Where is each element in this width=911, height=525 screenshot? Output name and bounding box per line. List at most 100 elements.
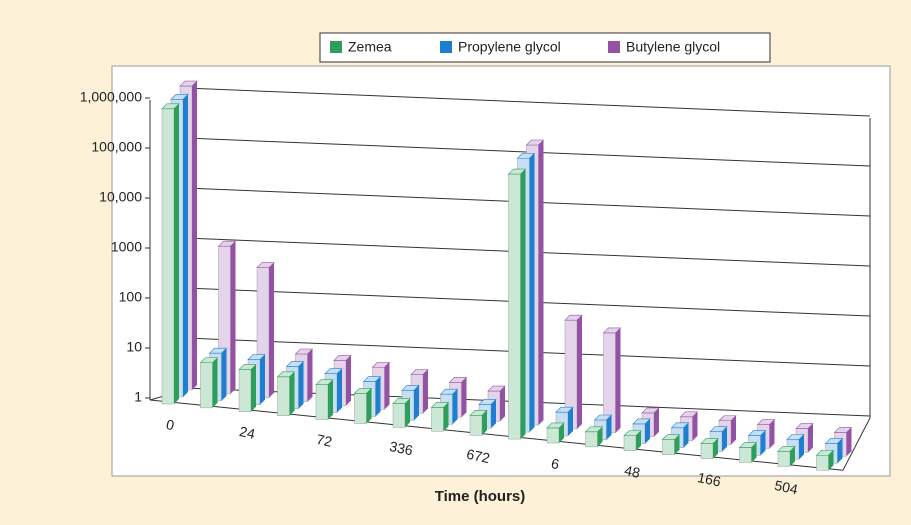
bar-front [277,376,290,416]
bar-top [333,355,352,361]
x-tick-label: 6 [550,455,561,472]
bar-top [199,357,219,364]
bar-top [256,262,275,268]
bar-top [516,152,536,159]
bar [623,430,642,452]
bar-side [269,262,274,398]
bar-top [632,418,651,425]
bar-side [405,398,410,428]
bar-front [315,384,329,420]
bar-side [192,81,197,390]
bar-top [276,371,296,378]
bar-side [808,423,813,453]
bar-side [366,388,372,424]
legend-box [319,32,771,63]
bar [199,357,219,409]
bar-side [636,430,641,451]
bar-top [700,438,719,444]
bar-front [546,427,560,444]
bar-top [401,384,420,391]
bar-top [315,379,334,385]
bar [564,314,583,430]
bar [738,442,758,463]
bar-top [815,449,835,456]
bar [469,410,488,436]
bar-side [837,438,843,464]
bar-front [200,362,213,409]
x-axis [149,399,844,471]
bar-front [585,431,598,448]
legend-swatch [330,41,342,53]
bar-top [469,410,488,416]
bar-side [559,422,564,443]
bar [777,446,796,467]
bar-side [529,153,535,433]
bar-top [430,402,450,408]
bar-side [461,377,467,418]
bar-top [161,103,180,110]
bar-top [679,411,699,418]
x-tick-label: 336 [388,438,414,459]
bar-top [641,407,660,414]
bar-side [846,427,852,457]
bar-side [568,407,573,436]
bar-top [709,426,728,433]
bar-side [337,368,342,413]
x-axis-title: Time (hours) [435,488,526,505]
bar-top [661,434,681,440]
bar-top [217,240,237,247]
bar-side [577,315,582,429]
x-tick-label: 24 [238,423,257,442]
bar-side [799,434,804,460]
bar-top [525,139,545,146]
bar-front [354,393,367,424]
bar-front [431,407,444,432]
y-tick-label: 1000 [111,239,142,255]
bar-front [238,369,252,413]
bar-top [777,446,796,452]
y-tick-label: 1,000,000 [80,89,142,105]
bar-top [439,388,459,395]
bar [276,371,296,416]
y-tick-label: 100 [119,289,143,305]
legend-swatch [608,41,620,53]
bar-top [478,399,497,405]
bar-top [410,369,429,375]
bar-side [597,426,603,447]
bar-top [546,422,565,429]
bar-side [491,399,496,429]
bar-top [179,80,198,87]
bar-side [414,385,419,421]
y-tick-label: 10,000 [99,189,142,205]
bar [315,379,334,420]
bar-top [353,388,373,394]
bar [507,168,527,440]
bar-side [221,348,227,401]
bar [430,402,450,432]
bar-front [777,451,791,467]
bar-side [538,139,544,426]
bar-top [738,442,758,448]
bar-side [674,434,680,455]
bar-top [324,368,343,374]
bar-top [584,426,604,433]
bar-front [662,439,675,455]
bar-top [362,376,382,382]
bar-side [654,407,659,437]
bar-side [384,362,390,410]
bar-top [564,314,583,321]
bar [161,103,180,405]
bar-side [298,361,304,409]
bar-side [251,364,256,412]
bar-top [555,406,574,413]
bar-top [718,415,737,422]
x-tick-label: 504 [773,477,799,498]
legend-label: Butylene glycol [626,39,720,55]
bar [815,449,835,471]
bar-front [469,415,483,436]
bar [700,438,719,459]
bar-side [760,430,766,456]
bar-side [443,402,449,432]
bar-side [328,379,333,420]
bar-side [722,426,727,452]
